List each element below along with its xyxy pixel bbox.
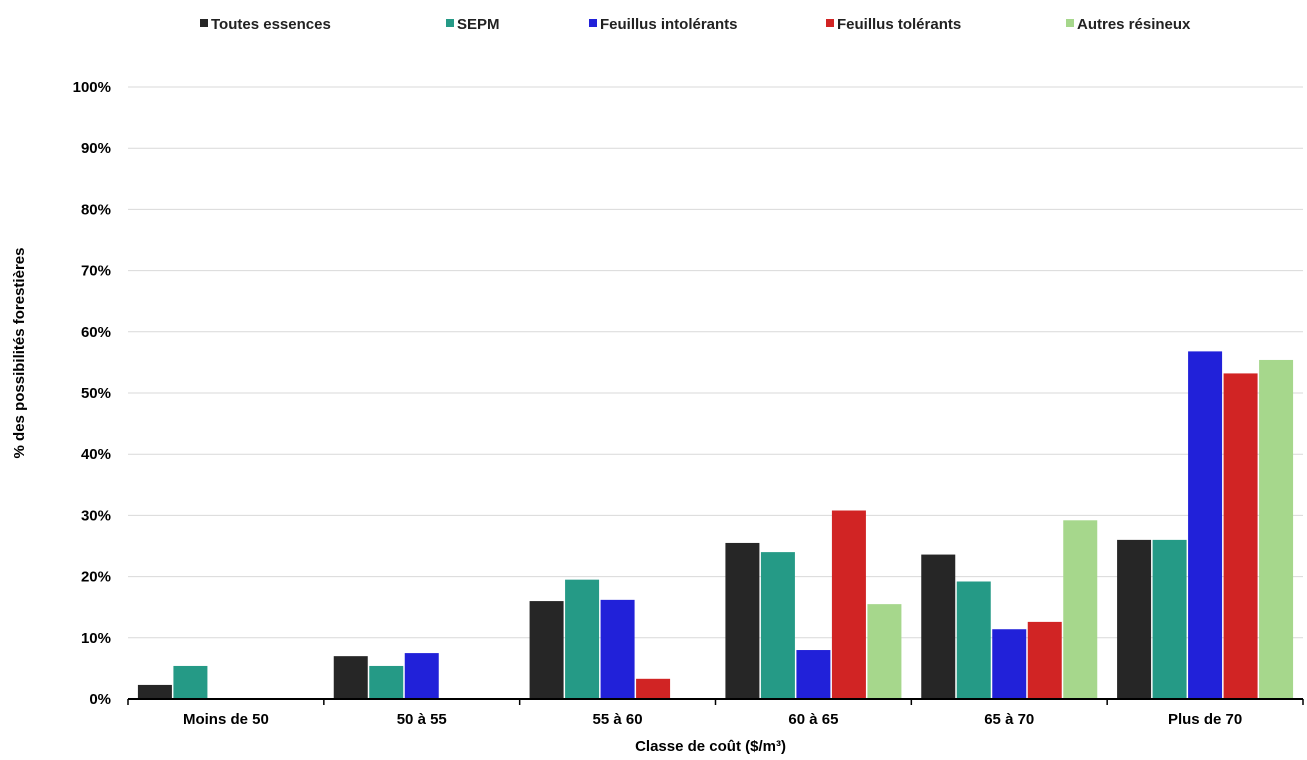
legend-label: Feuillus intolérants [600, 16, 738, 33]
y-axis-title: % des possibilités forestières [11, 248, 28, 459]
bar [1259, 359, 1294, 699]
bar [173, 665, 208, 699]
bar [992, 629, 1027, 699]
bar [1063, 520, 1098, 699]
bar [956, 581, 991, 699]
bar [1223, 373, 1258, 699]
bar [636, 678, 671, 699]
bar [137, 684, 172, 699]
bar [565, 579, 600, 699]
y-axis-ticks: 0% 10% 20% 30% 40% 50% 60% 70% 80% 90% 100% [73, 79, 111, 708]
legend-swatch [1066, 19, 1074, 27]
legend-swatch [200, 19, 208, 27]
y-tick-label: 50% [81, 385, 111, 402]
bar [1027, 621, 1062, 699]
bar [831, 510, 866, 699]
x-axis-ticks: Moins de 50 50 à 55 55 à 60 60 à 65 65 à 70 P… [127, 699, 1304, 728]
legend-label: Autres résineux [1077, 16, 1191, 33]
bar [404, 653, 439, 699]
bar [600, 599, 635, 699]
legend-label: Toutes essences [211, 16, 331, 33]
y-tick-label: 70% [81, 263, 111, 280]
legend-swatch [826, 19, 834, 27]
y-tick-label: 60% [81, 324, 111, 341]
legend-item: Feuillus intolérants [589, 16, 738, 33]
bar [529, 601, 564, 699]
legend-swatch [589, 19, 597, 27]
x-tick-label: 65 à 70 [984, 711, 1034, 728]
x-axis-title: Classe de coût ($/m³) [635, 738, 786, 755]
y-tick-label: 80% [81, 201, 111, 218]
bar [921, 554, 956, 699]
bar [867, 604, 902, 699]
bar [1188, 351, 1223, 699]
y-tick-label: 90% [81, 140, 111, 157]
y-tick-label: 20% [81, 569, 111, 586]
legend-item: Toutes essences [200, 16, 331, 33]
legend: Toutes essences SEPM Feuillus intolérants F… [200, 16, 1191, 33]
legend-item: Autres résineux [1066, 16, 1191, 33]
x-tick-label: 55 à 60 [593, 711, 643, 728]
legend-label: SEPM [457, 16, 500, 33]
bar [1117, 539, 1152, 699]
legend-swatch [446, 19, 454, 27]
bar [333, 656, 368, 699]
bar [369, 665, 404, 699]
x-tick-label: 50 à 55 [397, 711, 447, 728]
y-tick-label: 0% [89, 691, 111, 708]
y-tick-label: 30% [81, 507, 111, 524]
gridlines [128, 86, 1303, 639]
bar [725, 542, 760, 699]
y-tick-label: 10% [81, 630, 111, 647]
bars [137, 351, 1294, 699]
legend-label: Feuillus tolérants [837, 16, 961, 33]
bar [796, 650, 831, 699]
x-tick-label: Plus de 70 [1168, 711, 1242, 728]
y-tick-label: 100% [73, 79, 111, 96]
y-tick-label: 40% [81, 446, 111, 463]
legend-item: SEPM [446, 16, 500, 33]
bar [1152, 539, 1187, 699]
x-tick-label: Moins de 50 [183, 711, 269, 728]
x-tick-label: 60 à 65 [788, 711, 838, 728]
bar [760, 552, 795, 699]
legend-item: Feuillus tolérants [826, 16, 961, 33]
